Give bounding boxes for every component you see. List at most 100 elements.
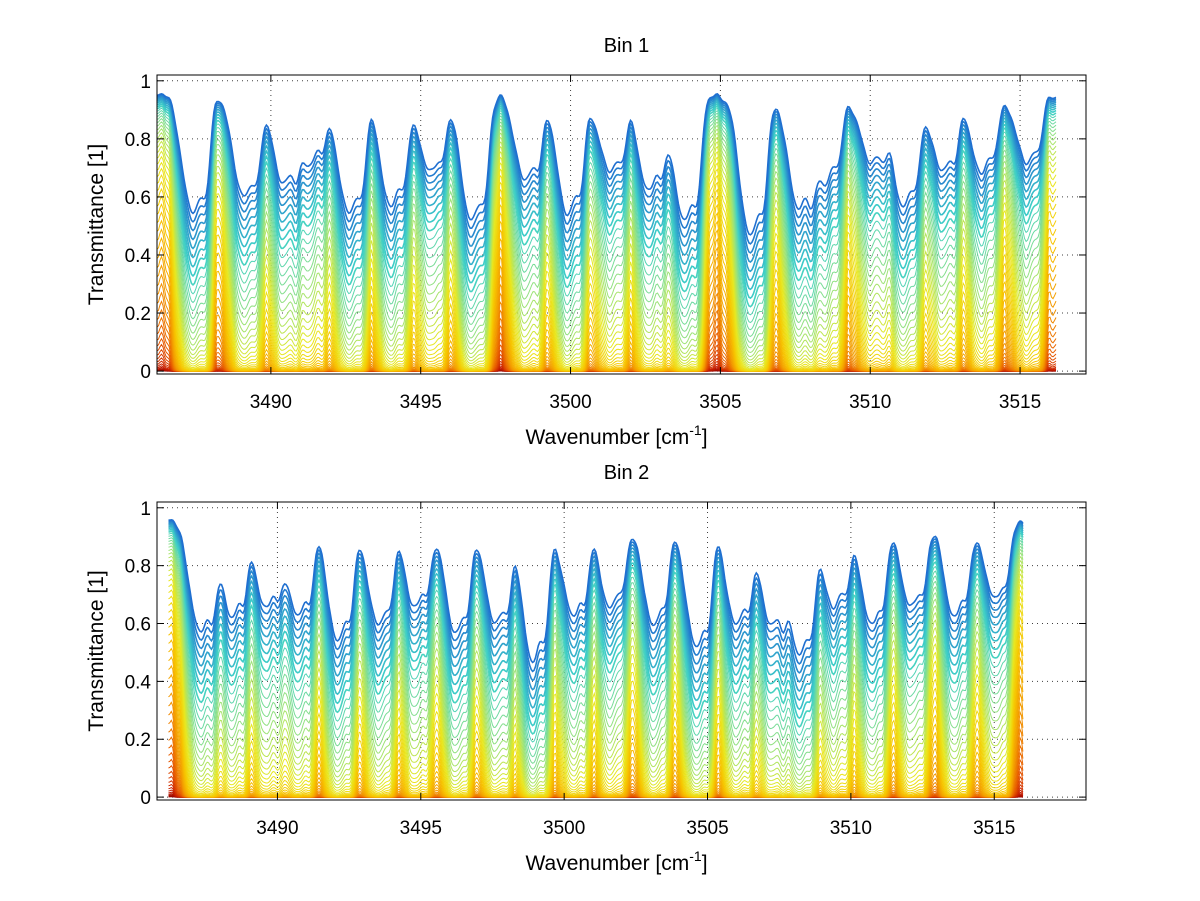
series-line: [168, 522, 1024, 691]
series-line: [168, 530, 1024, 735]
y-tick-label: 1: [140, 499, 151, 520]
series-line: [168, 542, 1024, 770]
series-line: [168, 532, 1024, 743]
series-line: [157, 94, 1057, 245]
series-line: [157, 174, 1057, 372]
x-tick-label: 3515: [999, 392, 1041, 413]
series-line: [157, 124, 1057, 354]
series-line: [157, 187, 1057, 372]
y-tick-label: 0.8: [125, 130, 151, 151]
series-line: [168, 589, 1024, 797]
y-tick-label: 0.6: [125, 615, 151, 636]
x-axis-label-superscript: -1: [689, 848, 702, 864]
series-line: [157, 136, 1057, 364]
series-line: [157, 155, 1057, 370]
series-line: [157, 128, 1057, 358]
x-tick-label: 3505: [686, 818, 728, 839]
x-tick-label: 3510: [830, 818, 872, 839]
series-line: [168, 551, 1024, 784]
series-line: [157, 96, 1057, 263]
series-line: [157, 92, 1057, 236]
x-tick-label: 3500: [543, 818, 585, 839]
series-line: [157, 115, 1057, 337]
x-tick-label: 3515: [973, 818, 1015, 839]
panel-bin-1: 3490 3495 3500 3505 3510 3515 0 0.2 0.4 0.6 0.8 1 Bi…: [85, 35, 1087, 449]
series-line: [157, 103, 1057, 300]
series-line: [168, 528, 1024, 727]
series-line: [157, 105, 1057, 308]
series-line: [157, 112, 1057, 331]
series-line: [168, 534, 1024, 751]
series-line: [168, 545, 1024, 776]
series-line: [168, 573, 1024, 795]
x-axis-label: Wavenumber [cm-1]: [525, 848, 707, 875]
x-tick-label: 3505: [699, 392, 741, 413]
series-line: [168, 548, 1024, 780]
series-line: [157, 109, 1057, 324]
series-line: [157, 95, 1057, 254]
series-line: [157, 161, 1057, 371]
series-line: [168, 559, 1024, 790]
x-axis-label-superscript: -1: [689, 422, 702, 438]
series-line: [157, 132, 1057, 361]
x-axis-label: Wavenumber [cm-1]: [525, 422, 707, 449]
series-group: [168, 518, 1024, 798]
x-axis-label-main: Wavenumber [cm: [525, 426, 689, 449]
y-tick-label: 0.4: [125, 246, 152, 267]
series-line: [157, 145, 1057, 368]
y-tick-label: 0.2: [125, 730, 151, 751]
x-tick-label: 3495: [400, 818, 442, 839]
series-line: [168, 518, 1024, 664]
series-line: [168, 623, 1024, 798]
series-line: [157, 101, 1057, 291]
series-line: [168, 583, 1024, 797]
series-line: [168, 523, 1024, 700]
series-line: [157, 107, 1057, 316]
series-line: [168, 601, 1024, 798]
series-line: [168, 595, 1024, 798]
series-group: [157, 92, 1057, 372]
series-line: [157, 180, 1057, 372]
series-line: [168, 525, 1024, 709]
series-line: [157, 99, 1057, 282]
series-line: [168, 578, 1024, 796]
series-line: [168, 563, 1024, 792]
series-line: [168, 537, 1024, 758]
y-tick-label: 1: [140, 72, 151, 93]
series-line: [157, 150, 1057, 369]
panel-bin-2: 3490 3495 3500 3505 3510 3515 0 0.2 0.4 0.6 0.8 1 Bi…: [85, 462, 1087, 875]
axes-frame: [156, 74, 1087, 375]
x-tick-label: 3495: [400, 392, 442, 413]
chart-title: Bin 2: [604, 462, 650, 484]
x-axis-label-end: ]: [702, 852, 708, 875]
series-line: [157, 167, 1057, 371]
series-line: [168, 555, 1024, 787]
series-line: [168, 608, 1024, 798]
series-line: [168, 615, 1024, 798]
y-tick-label: 0: [140, 362, 151, 383]
x-tick-label: 3490: [250, 392, 292, 413]
axes-frame: [156, 501, 1087, 801]
y-tick-label: 0.2: [125, 304, 151, 325]
series-line: [168, 520, 1024, 673]
x-tick-label: 3500: [549, 392, 591, 413]
series-line: [157, 140, 1057, 366]
y-axis-label: Transmittance [1]: [85, 570, 108, 731]
y-tick-label: 0: [140, 788, 151, 809]
y-tick-label: 0.8: [125, 557, 151, 578]
y-tick-label: 0.6: [125, 188, 151, 209]
chart-title: Bin 1: [604, 35, 650, 57]
series-line: [168, 526, 1024, 718]
series-line: [157, 98, 1057, 273]
x-tick-label: 3490: [256, 818, 298, 839]
x-tick-label: 3510: [849, 392, 891, 413]
y-tick-label: 0.4: [125, 672, 152, 693]
series-line: [157, 121, 1057, 349]
series-line: [168, 521, 1024, 682]
x-axis-label-main: Wavenumber [cm: [525, 852, 689, 875]
x-axis-label-end: ]: [702, 426, 708, 449]
series-line: [157, 118, 1057, 343]
series-line: [168, 539, 1024, 764]
series-line: [168, 568, 1024, 794]
